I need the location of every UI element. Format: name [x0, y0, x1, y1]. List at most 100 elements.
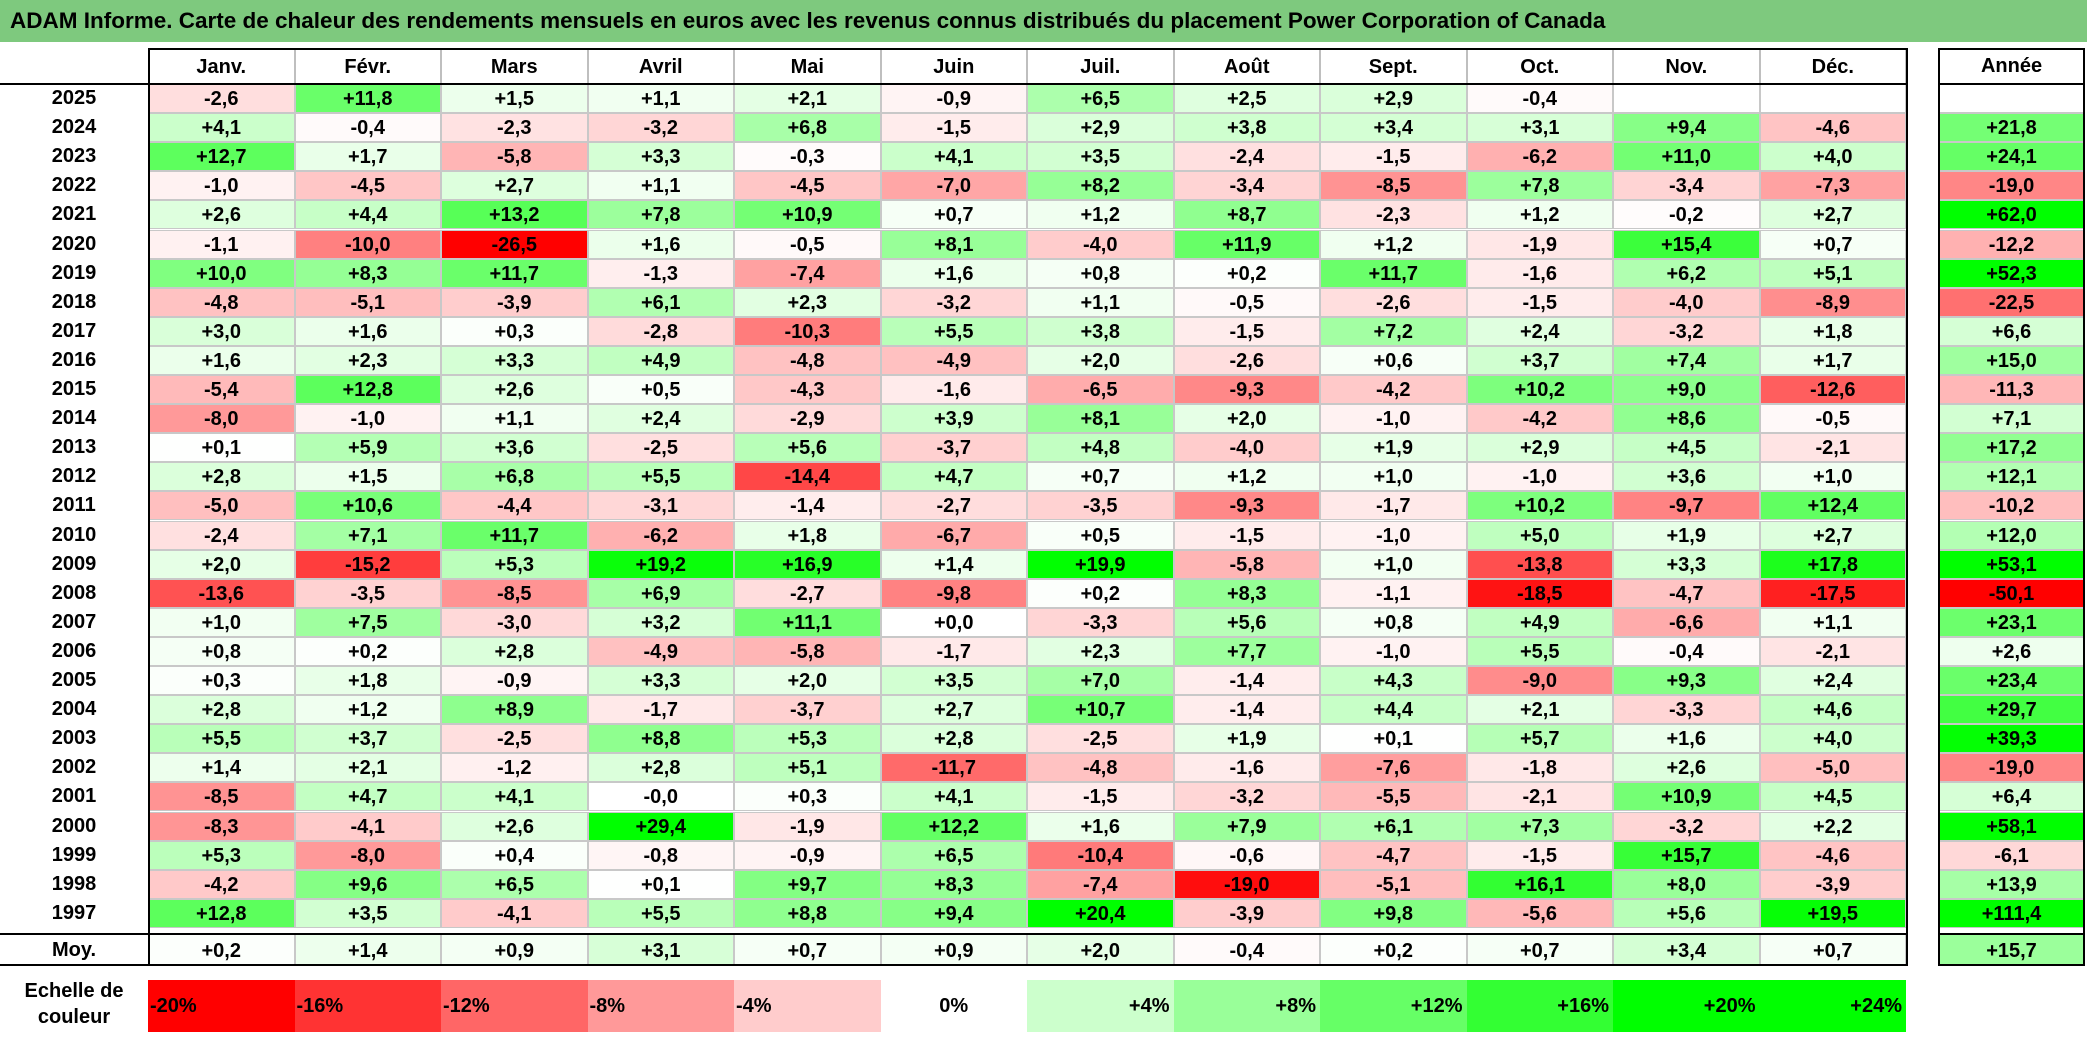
year-label: 2023	[51, 145, 97, 168]
heatmap-cell: -4,6	[1759, 113, 1906, 143]
annual-cell: +12,0	[1938, 520, 2085, 550]
heatmap-cell: +0,2	[1173, 258, 1320, 288]
year-column-header: Année	[1980, 55, 2043, 77]
heatmap-cell: +1,0	[1320, 549, 1467, 579]
heatmap-cell: -5,1	[1320, 869, 1467, 899]
annual-cell: +62,0	[1938, 200, 2085, 230]
heatmap-cell: -4,8	[734, 345, 881, 375]
heatmap-cell: -2,6	[1173, 345, 1320, 375]
heatmap-cell: -4,1	[294, 811, 441, 841]
heatmap-cell: +3,5	[880, 666, 1027, 696]
heatmap-cell: +0,3	[441, 316, 588, 346]
heatmap-cell: +1,5	[441, 84, 588, 114]
heatmap-cell: -3,0	[441, 607, 588, 637]
heatmap-cell: -4,2	[1466, 404, 1613, 434]
year-label: 2005	[51, 669, 97, 691]
heatmap-cell: +8,8	[734, 898, 881, 928]
year-label: 2024	[51, 116, 97, 139]
month-header: Mars	[441, 48, 588, 84]
heatmap-cell: +4,8	[1027, 433, 1174, 463]
heatmap-cell: +1,1	[441, 404, 588, 434]
year-label: 2012	[51, 465, 97, 488]
heatmap-cell: +0,3	[148, 666, 295, 696]
heatmap-cell: -9,3	[1173, 491, 1320, 521]
heatmap-cell: -4,8	[1027, 753, 1174, 783]
heatmap-cell: -5,1	[294, 287, 441, 317]
heatmap-cell: +3,2	[587, 607, 734, 637]
heatmap-cell: +3,4	[1320, 113, 1467, 143]
heatmap-cell: -3,7	[734, 695, 881, 725]
heatmap-cell: -0,4	[1613, 636, 1760, 666]
heatmap-cell: +2,8	[441, 636, 588, 666]
heatmap-cell: -1,0	[1320, 520, 1467, 550]
average-annual-cell: +15,7	[1938, 934, 2085, 966]
heatmap-cell: +19,5	[1759, 898, 1906, 928]
heatmap-cell: +1,1	[587, 171, 734, 201]
heatmap-cell: +0,8	[1320, 607, 1467, 637]
heatmap-cell	[1613, 84, 1760, 114]
heatmap-cell: -6,2	[1466, 142, 1613, 172]
heatmap-cell: -4,0	[1173, 433, 1320, 463]
heatmap-cell: +1,2	[1320, 229, 1467, 259]
heatmap-cell: +1,5	[294, 462, 441, 492]
heatmap-cell: +0,1	[587, 869, 734, 899]
heatmap-cell: -1,5	[880, 113, 1027, 143]
month-header: Nov.	[1613, 48, 1760, 84]
heatmap-cell: +5,9	[294, 433, 441, 463]
heatmap-cell: -7,6	[1320, 753, 1467, 783]
heatmap-cell: +2,0	[1173, 404, 1320, 434]
color-scale-swatch: -8%	[587, 980, 734, 1032]
heatmap-cell: -2,7	[734, 578, 881, 608]
heatmap-cell: +5,5	[880, 316, 1027, 346]
heatmap-cell: +2,3	[734, 287, 881, 317]
heatmap-cell: +2,9	[1466, 433, 1613, 463]
heatmap-cell: +1,7	[294, 142, 441, 172]
annual-cell: +24,1	[1938, 142, 2085, 172]
heatmap-cell: -3,9	[1173, 898, 1320, 928]
heatmap-cell: -4,2	[1320, 375, 1467, 405]
heatmap-cell: -0,3	[734, 142, 881, 172]
heatmap-cell: +1,7	[1759, 345, 1906, 375]
heatmap-cell: -0,5	[734, 229, 881, 259]
heatmap-cell: -10,4	[1027, 840, 1174, 870]
heatmap-cell: -8,0	[294, 840, 441, 870]
heatmap-cell: +5,6	[1613, 898, 1760, 928]
heatmap-cell: +1,8	[1759, 316, 1906, 346]
heatmap-cell: +9,0	[1613, 375, 1760, 405]
heatmap-cell: +4,9	[1466, 607, 1613, 637]
heatmap-cell: +3,1	[1466, 113, 1613, 143]
heatmap-cell: -0,6	[1173, 840, 1320, 870]
heatmap-cell: +2,0	[1027, 345, 1174, 375]
heatmap-cell: +8,8	[587, 724, 734, 754]
heatmap-cell: +7,1	[294, 520, 441, 550]
heatmap-cell: -4,2	[148, 869, 295, 899]
heatmap-cell: +4,5	[1613, 433, 1760, 463]
heatmap-cell: +1,6	[587, 229, 734, 259]
annual-cell: -22,5	[1938, 287, 2085, 317]
heatmap-cell: +8,9	[441, 695, 588, 725]
heatmap-cell: +0,8	[148, 636, 295, 666]
average-cell: +0,7	[1759, 934, 1906, 966]
heatmap-cell: -4,4	[441, 491, 588, 521]
heatmap-cell: +2,6	[441, 811, 588, 841]
annual-cell: -50,1	[1938, 578, 2085, 608]
average-cell: +0,9	[441, 934, 588, 966]
heatmap-cell: +3,8	[1173, 113, 1320, 143]
heatmap-cell: +4,9	[587, 345, 734, 375]
heatmap-cell: +19,9	[1027, 549, 1174, 579]
heatmap-cell: +3,9	[880, 404, 1027, 434]
heatmap-cell: +2,7	[1759, 200, 1906, 230]
year-label: 2003	[51, 727, 97, 750]
annual-cell: -19,0	[1938, 171, 2085, 201]
year-label: 2019	[51, 261, 97, 284]
color-scale-swatch: -16%	[294, 980, 441, 1032]
heatmap-cell: +9,7	[734, 869, 881, 899]
heatmap-cell: -1,9	[734, 811, 881, 841]
heatmap-cell: -2,5	[587, 433, 734, 463]
year-label: 1998	[51, 872, 97, 895]
month-header: Avril	[587, 48, 734, 84]
heatmap-cell: +2,7	[441, 171, 588, 201]
annual-cell: +111,4	[1938, 898, 2085, 928]
heatmap-cell: -0,4	[1466, 84, 1613, 114]
heatmap-cell: +5,3	[734, 724, 881, 754]
